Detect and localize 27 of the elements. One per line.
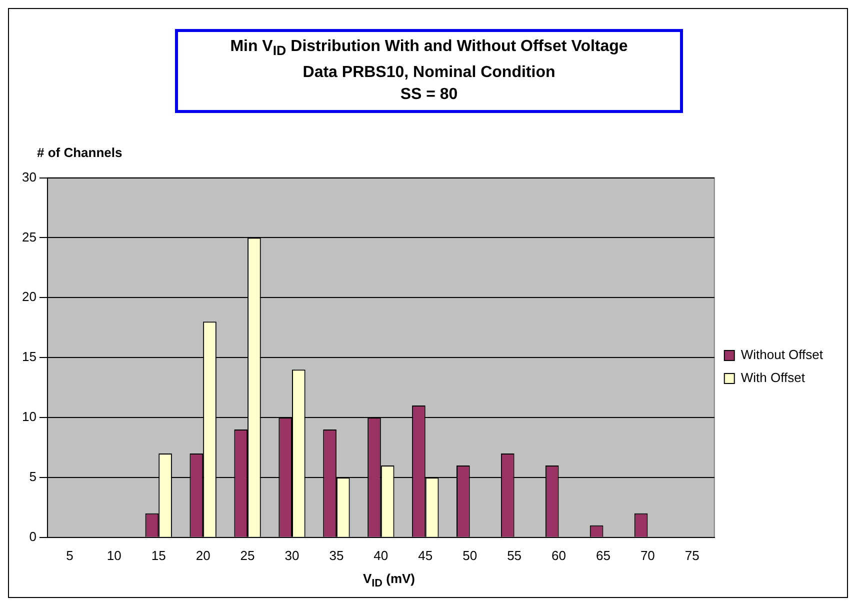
- x-axis-title: V$_{ID}$ (mV): [362, 571, 416, 590]
- x-tick-label: 35: [329, 548, 344, 563]
- chart-title: Min V$_{ID}$ Distribution With and Without Offset Voltage Data PRBS10, Nominal Condition SS = 80: [229, 37, 629, 106]
- x-tick-label: 5: [66, 548, 74, 563]
- legend-label: Without Offset: [740, 347, 824, 362]
- x-tick-label: 65: [596, 548, 610, 563]
- legend-label: With Offset: [740, 370, 806, 386]
- y-tick-label: 10: [22, 409, 36, 424]
- x-tick-label: 50: [462, 548, 478, 563]
- y-tick-label: 5: [29, 469, 36, 484]
- y-tick-label: 15: [22, 349, 36, 364]
- x-tick-label: 40: [374, 548, 388, 563]
- x-tick-label: 20: [196, 548, 210, 563]
- x-tick-label: 75: [684, 548, 700, 563]
- x-tick-label: 45: [418, 548, 433, 563]
- y-tick-label: 0: [29, 528, 36, 544]
- x-tick-label: 25: [240, 548, 255, 563]
- y-tick-label: 20: [22, 289, 36, 304]
- y-axis-title: # of Channels: [37, 145, 122, 160]
- x-tick-label: 60: [552, 548, 566, 563]
- x-tick-label: 10: [106, 548, 122, 563]
- x-tick-label: 15: [151, 548, 166, 563]
- y-tick-label: 30: [22, 169, 36, 184]
- x-tick-label: 70: [640, 548, 655, 563]
- x-tick-label: 55: [507, 548, 522, 563]
- x-tick-label: 30: [284, 548, 300, 563]
- y-tick-label: 25: [22, 229, 36, 244]
